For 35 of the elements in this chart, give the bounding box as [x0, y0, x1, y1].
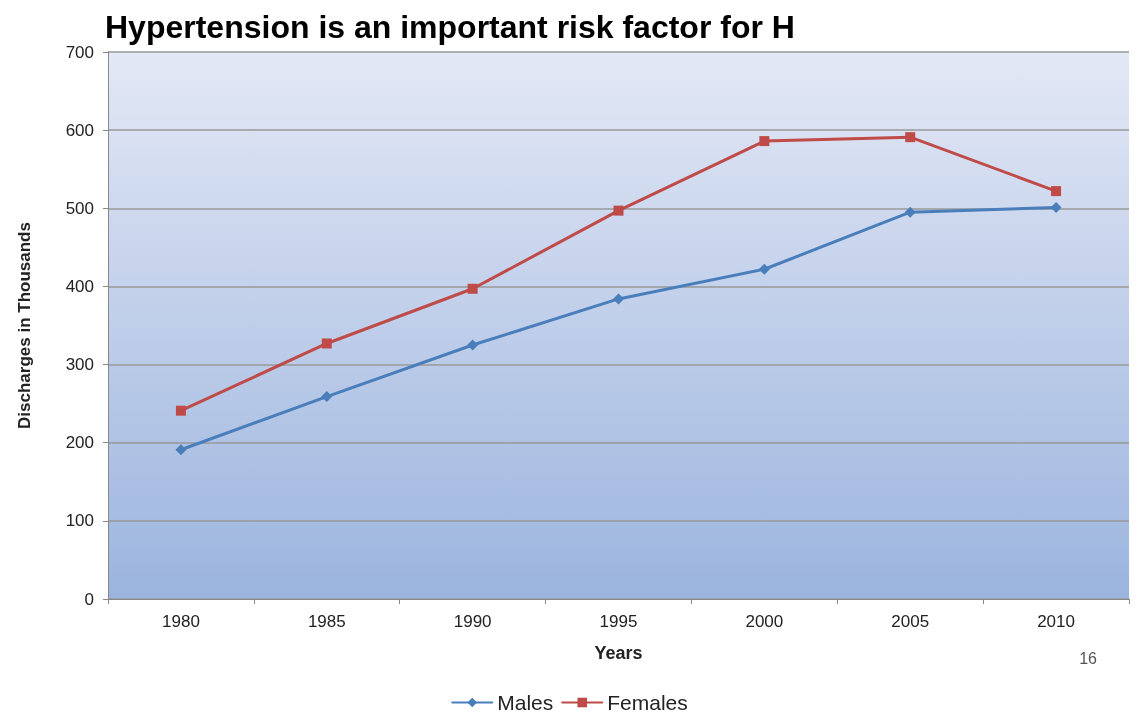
- x-tick-label: 1985: [307, 612, 346, 631]
- x-tick-label: 2005: [891, 612, 930, 631]
- x-axis-title: Years: [594, 643, 643, 663]
- x-tick-label: 2010: [1037, 612, 1075, 631]
- point: [467, 283, 478, 294]
- y-tick-label: 300: [65, 355, 94, 375]
- x-tick-label: 1990: [453, 612, 492, 631]
- y-tick-label: 500: [65, 198, 94, 218]
- y-tick-label: 700: [65, 42, 94, 62]
- text: 16: [1079, 649, 1098, 667]
- point: [759, 136, 770, 147]
- y-tick-label: 400: [65, 276, 94, 296]
- point: [175, 405, 186, 416]
- x-tick-label: 2000: [745, 612, 784, 631]
- point: [1051, 186, 1062, 197]
- point: [904, 206, 916, 218]
- y-tick-label: 600: [65, 120, 94, 140]
- chart-title: Hypertension is an important risk factor for H: [105, 9, 795, 45]
- point: [175, 444, 187, 456]
- point: [613, 293, 624, 305]
- point: [905, 132, 916, 143]
- y-tick-label: 100: [65, 511, 94, 531]
- point: [1050, 202, 1062, 213]
- y-tick-label: 200: [65, 433, 94, 453]
- point: [758, 263, 770, 275]
- legend-label: Females: [607, 691, 688, 714]
- legend-label: Males: [497, 691, 554, 714]
- x-tick-label: 1995: [599, 612, 638, 631]
- y-axis-title: Discharges in Thousands: [15, 222, 34, 429]
- point: [321, 338, 332, 349]
- y-tick-label: 0: [84, 589, 94, 609]
- x-tick-label: 1980: [162, 612, 200, 631]
- point: [467, 339, 479, 351]
- point: [321, 391, 333, 403]
- point: [613, 205, 624, 216]
